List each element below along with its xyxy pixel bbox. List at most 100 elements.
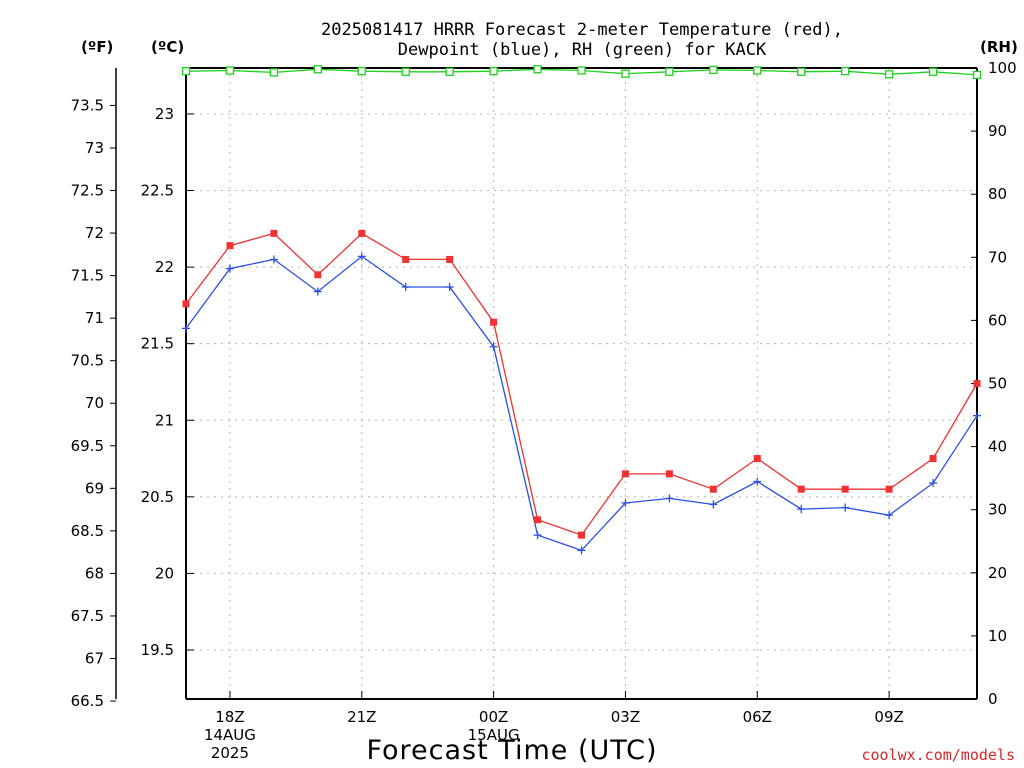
- rh-point: [445, 67, 454, 76]
- rh-point: [577, 66, 586, 75]
- temperature-point: [314, 271, 322, 279]
- fahrenheit-tick-label: 67: [85, 649, 104, 667]
- temperature-point: [446, 255, 454, 263]
- rh-tick-label: 100: [988, 59, 1017, 77]
- temperature-point: [973, 380, 981, 387]
- fahrenheit-tick-label: 71.5: [71, 267, 104, 285]
- rh-tick-label: 90: [988, 122, 1007, 140]
- grid-lines: [186, 68, 977, 699]
- temperature-point: [182, 300, 190, 308]
- dewpoint-point: [489, 342, 498, 351]
- celsius-axis-ticks: 19.5 20 20.5 21 21.5 22 22.5 23: [141, 105, 194, 659]
- temperature-point: [797, 485, 805, 493]
- time-tick-label: 03Z: [611, 708, 640, 726]
- dewpoint-point: [269, 255, 278, 264]
- temperature-point: [490, 318, 498, 326]
- fahrenheit-unit-label: (ºF): [81, 38, 113, 56]
- rh-unit-label: (RH): [980, 38, 1018, 56]
- dewpoint-point: [533, 531, 542, 540]
- time-tick-label: 06Z: [743, 708, 772, 726]
- credit-link[interactable]: coolwx.com/models: [861, 746, 1015, 764]
- dewpoint-point: [313, 287, 322, 296]
- celsius-tick-label: 19.5: [141, 641, 174, 659]
- time-tick-label: 00Z: [479, 708, 508, 726]
- temperature-point: [358, 229, 366, 237]
- rh-tick-label: 30: [988, 501, 1007, 519]
- rh-point: [621, 69, 630, 78]
- fahrenheit-tick-label: 68: [85, 564, 104, 582]
- dewpoint-point: [841, 503, 850, 512]
- celsius-tick-label: 20.5: [141, 488, 174, 506]
- rh-tick-label: 20: [988, 564, 1007, 582]
- data-series: [181, 65, 982, 555]
- dewpoint-series-line: [185, 255, 978, 552]
- celsius-tick-label: 20: [155, 564, 174, 582]
- rh-tick-label: 50: [988, 375, 1007, 393]
- celsius-tick-label: 23: [155, 105, 174, 123]
- rh-point: [181, 67, 191, 76]
- celsius-tick-label: 22.5: [141, 182, 174, 200]
- rh-tick-label: 80: [988, 185, 1007, 203]
- temperature-point: [534, 516, 542, 524]
- celsius-tick-label: 21.5: [141, 335, 174, 353]
- temperature-point: [621, 470, 629, 478]
- rh-point: [401, 67, 410, 76]
- dewpoint-point: [797, 505, 806, 514]
- fahrenheit-tick-label: 69.5: [71, 437, 104, 455]
- temperature-point: [226, 242, 234, 250]
- rh-tick-label: 60: [988, 311, 1007, 329]
- temperature-point: [885, 485, 893, 493]
- temperature-point: [841, 485, 849, 493]
- rh-point: [797, 67, 806, 76]
- dewpoint-point: [401, 283, 410, 292]
- fahrenheit-tick-label: 70: [85, 394, 104, 412]
- dewpoint-point: [929, 479, 938, 488]
- dewpoint-point: [621, 498, 630, 507]
- rh-point: [928, 67, 938, 76]
- dewpoint-point: [357, 252, 366, 261]
- fahrenheit-tick-label: 70.5: [71, 352, 104, 370]
- rh-point: [665, 67, 674, 76]
- rh-axis-ticks: 0 10 20 30 40 50 60 70 80 90 100: [971, 59, 1017, 708]
- chart-title-line2: Dewpoint (blue), RH (green) for KACK: [398, 40, 767, 60]
- time-tick-label: 09Z: [874, 708, 903, 726]
- time-tick-label: 18Z: [215, 708, 244, 726]
- dewpoint-point: [709, 500, 718, 509]
- rh-point: [269, 68, 279, 77]
- rh-tick-label: 10: [988, 627, 1007, 645]
- rh-point: [709, 65, 718, 75]
- rh-point: [884, 70, 894, 79]
- temperature-point: [270, 229, 278, 237]
- dewpoint-point: [885, 511, 894, 520]
- time-tick-label: 21Z: [347, 708, 376, 726]
- celsius-tick-label: 22: [155, 258, 174, 276]
- rh-tick-label: 40: [988, 438, 1007, 456]
- dewpoint-point: [577, 546, 586, 555]
- temperature-point: [753, 455, 761, 463]
- fahrenheit-tick-label: 73: [85, 139, 104, 157]
- temperature-point: [402, 255, 410, 263]
- rh-point: [972, 70, 982, 80]
- temperature-point: [578, 531, 585, 539]
- fahrenheit-tick-label: 67.5: [71, 607, 104, 625]
- rh-point: [489, 67, 498, 76]
- fahrenheit-tick-label: 69: [85, 479, 104, 497]
- temperature-point: [929, 455, 937, 463]
- rh-point: [841, 67, 850, 76]
- axes: [115, 67, 978, 700]
- temperature-series-line: [185, 232, 978, 536]
- dewpoint-point: [973, 411, 981, 420]
- rh-tick-label: 70: [988, 248, 1007, 266]
- time-tick-label: 2025: [211, 744, 249, 762]
- fahrenheit-tick-label: 73.5: [71, 96, 104, 114]
- fahrenheit-tick-label: 71: [85, 309, 104, 327]
- time-tick-label: 14AUG: [204, 726, 256, 744]
- chart-title-line1: 2025081417 HRRR Forecast 2-meter Tempera…: [321, 20, 843, 40]
- dewpoint-point: [753, 477, 762, 486]
- celsius-tick-label: 21: [155, 411, 174, 429]
- x-axis-label: Forecast Time (UTC): [366, 735, 657, 766]
- temperature-point: [709, 485, 717, 493]
- rh-point: [313, 65, 322, 74]
- time-tick-label: 15AUG: [468, 726, 520, 744]
- fahrenheit-tick-label: 72.5: [71, 182, 104, 200]
